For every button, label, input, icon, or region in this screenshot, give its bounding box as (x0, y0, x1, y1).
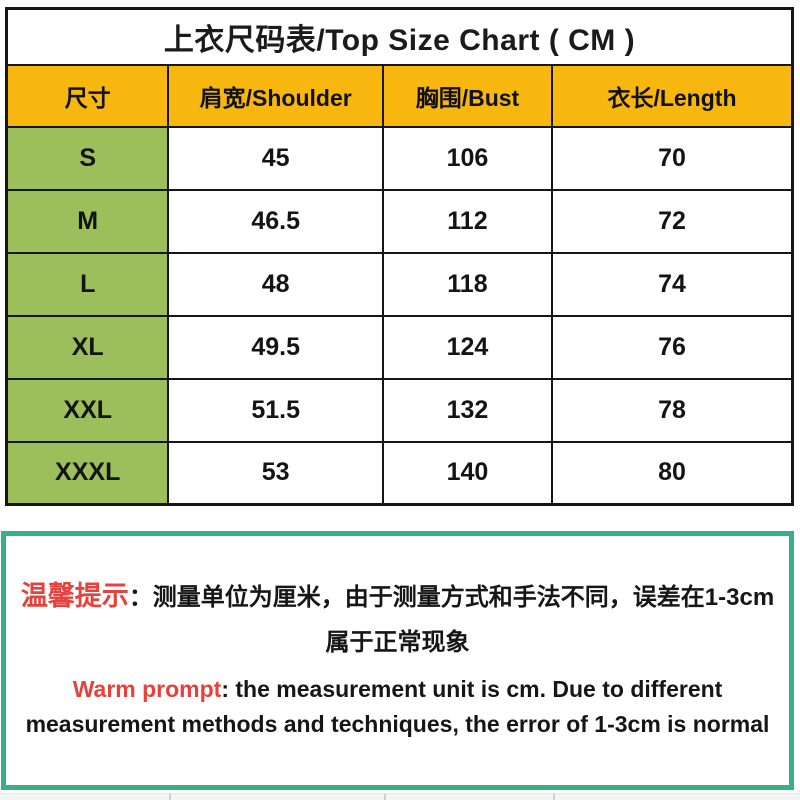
note-english: Warm prompt: the measurement unit is cm.… (14, 672, 781, 743)
partial-column-divider (384, 794, 386, 800)
shoulder-value: 53 (167, 440, 384, 506)
shoulder-value: 48 (167, 251, 384, 317)
col-header-bust: 胸围/Bust (381, 63, 553, 128)
note-label-cn: 温馨提示 (20, 580, 129, 611)
table-row: XXXL 53 140 80 (5, 440, 794, 506)
col-header-shoulder: 肩宽/Shoulder (167, 63, 384, 128)
length-value: 74 (550, 251, 794, 317)
shoulder-value: 49.5 (167, 314, 384, 380)
size-label: XXL (5, 377, 170, 443)
col-header-size: 尺寸 (5, 63, 170, 128)
partial-column-divider (169, 794, 171, 800)
size-label: L (5, 251, 170, 317)
header-row: 尺寸 肩宽/Shoulder 胸围/Bust 衣长/Length (5, 63, 794, 128)
bust-value: 106 (381, 125, 553, 191)
table-row: XXL 51.5 132 78 (5, 377, 794, 443)
size-label: XL (5, 314, 170, 380)
bust-value: 118 (381, 251, 553, 317)
partial-next-table-edge (0, 793, 800, 800)
note-text-en: : the measurement unit is cm. Due to dif… (25, 675, 770, 738)
size-table: 上衣尺码表/Top Size Chart ( CM ) 尺寸 肩宽/Should… (5, 7, 794, 506)
shoulder-value: 51.5 (167, 377, 384, 443)
length-value: 76 (550, 314, 794, 380)
table-title: 上衣尺码表/Top Size Chart ( CM ) (5, 7, 794, 66)
size-label: M (5, 188, 170, 254)
col-header-length: 衣长/Length (550, 63, 794, 128)
note-label-en: Warm prompt (72, 675, 222, 702)
title-row: 上衣尺码表/Top Size Chart ( CM ) (5, 7, 794, 66)
table-row: S 45 106 70 (5, 125, 794, 191)
shoulder-value: 45 (167, 125, 384, 191)
shoulder-value: 46.5 (167, 188, 384, 254)
table-row: M 46.5 112 72 (5, 188, 794, 254)
warm-prompt-box: 温馨提示：测量单位为厘米，由于测量方式和手法不同，误差在1-3cm属于正常现象 … (1, 531, 794, 790)
bust-value: 112 (381, 188, 553, 254)
length-value: 72 (550, 188, 794, 254)
length-value: 78 (550, 377, 794, 443)
table-row: L 48 118 74 (5, 251, 794, 317)
bust-value: 124 (381, 314, 553, 380)
size-label: S (5, 125, 170, 191)
table-row: XL 49.5 124 76 (5, 314, 794, 380)
partial-column-divider (553, 794, 555, 800)
length-value: 80 (550, 440, 794, 506)
bust-value: 140 (381, 440, 553, 506)
bust-value: 132 (381, 377, 553, 443)
note-text-cn: ：测量单位为厘米，由于测量方式和手法不同，误差在1-3cm属于正常现象 (128, 583, 775, 656)
size-label: XXXL (5, 440, 170, 506)
note-chinese: 温馨提示：测量单位为厘米，由于测量方式和手法不同，误差在1-3cm属于正常现象 (14, 572, 781, 664)
length-value: 70 (550, 125, 794, 191)
